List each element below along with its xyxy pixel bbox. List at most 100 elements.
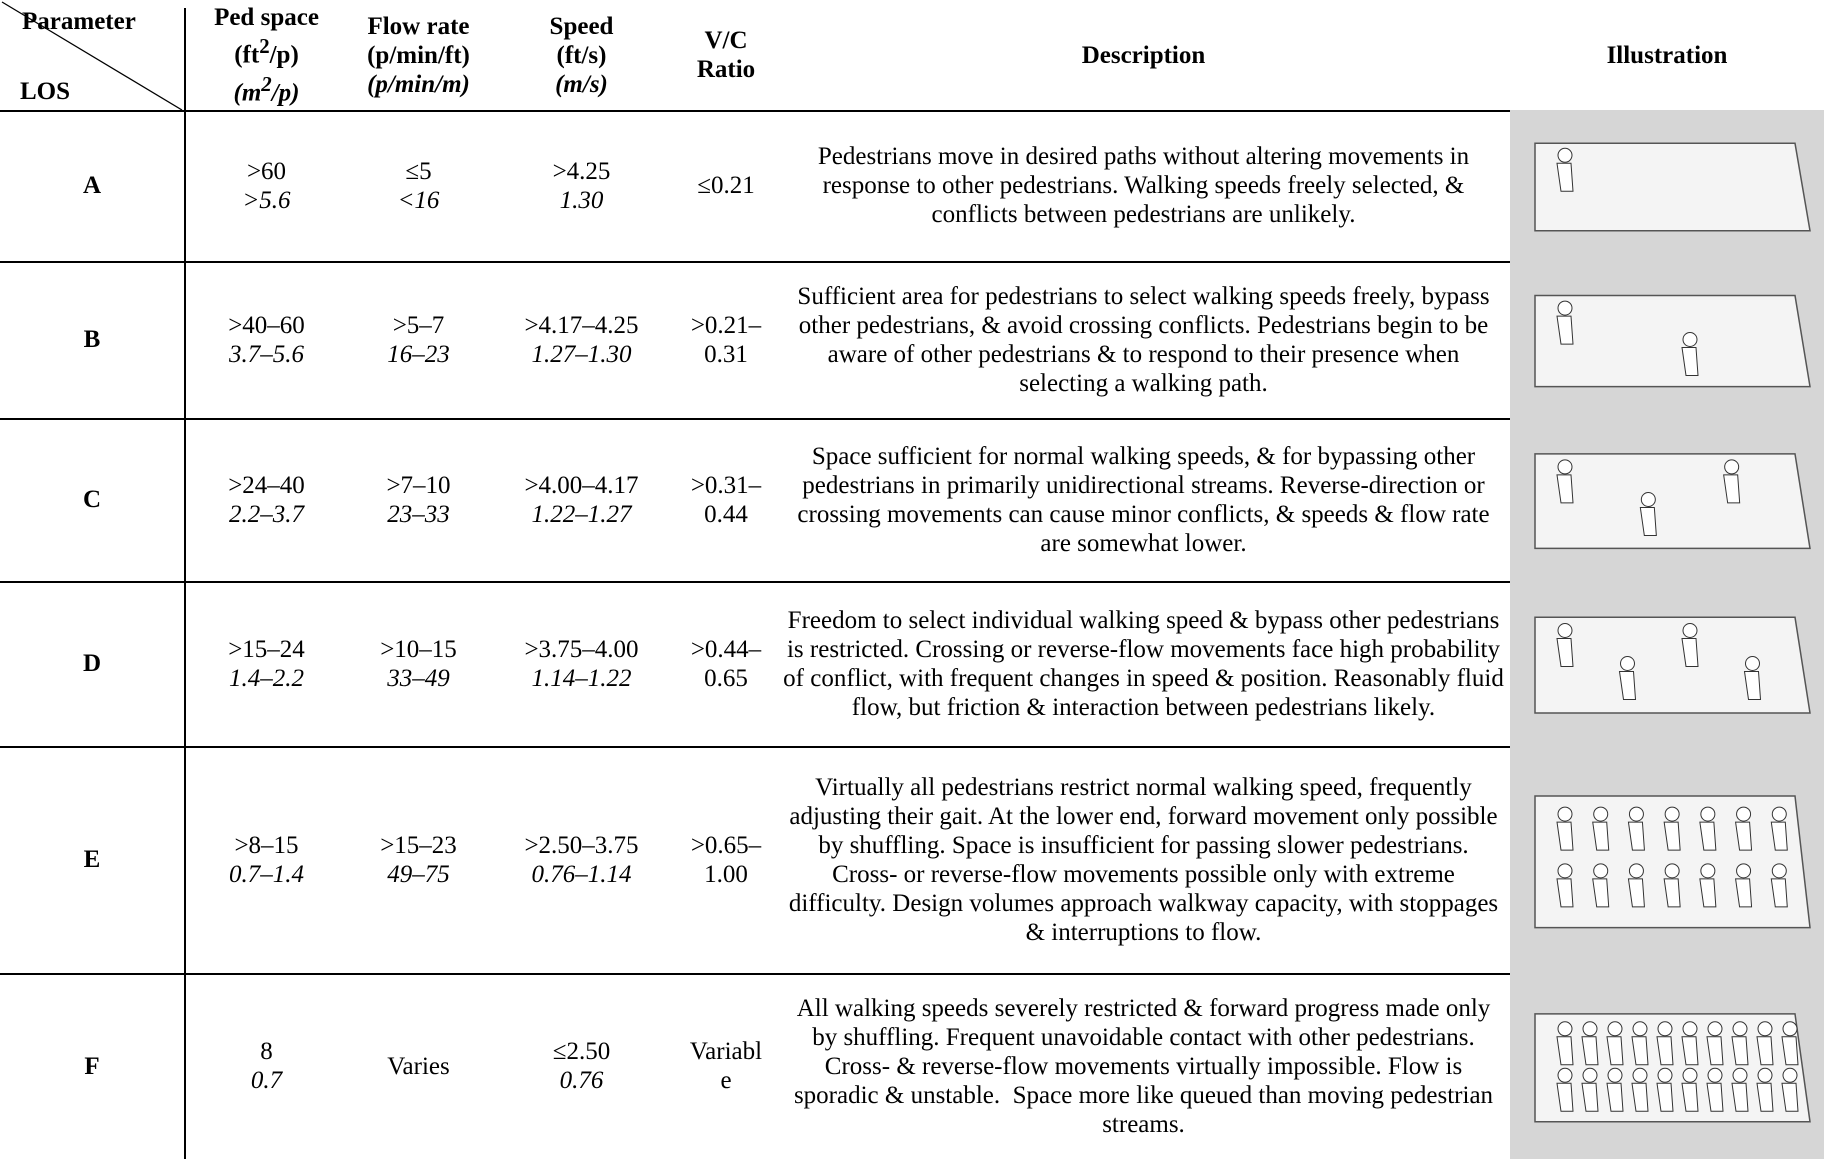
- value-text: 1.30: [559, 186, 604, 214]
- speed: >4.17–4.25 1.27–1.30: [488, 261, 675, 418]
- value-text: ≤5: [405, 157, 432, 185]
- los-grade: E: [0, 746, 184, 973]
- header-text: Ped space: [214, 4, 319, 32]
- header-text: V/C: [704, 27, 748, 54]
- header-sup: 2: [259, 34, 270, 59]
- value-text: >40–60: [228, 311, 305, 339]
- value-text: 33–49: [387, 664, 450, 692]
- header-flow_rate: Flow rate (p/min/ft) (p/min/m): [349, 0, 488, 110]
- row-rule: [0, 261, 1510, 263]
- ped-space: >15–24 1.4–2.2: [184, 581, 349, 746]
- header-text: /p): [271, 78, 300, 106]
- ped-space: >8–15 0.7–1.4: [184, 746, 349, 973]
- value-text: 1.4–2.2: [229, 664, 304, 692]
- header-text: (p/min/m): [367, 70, 470, 98]
- speed: >2.50–3.75 0.76–1.14: [488, 746, 675, 973]
- description: Sufficient area for pedestrians to selec…: [777, 261, 1510, 418]
- ped-space: >24–40 2.2–3.7: [184, 418, 349, 581]
- value-text: >15–23: [380, 831, 457, 859]
- description: Pedestrians move in desired paths withou…: [777, 110, 1510, 261]
- value-text: 0.76–1.14: [531, 860, 632, 888]
- speed: >3.75–4.00 1.14–1.22: [488, 581, 675, 746]
- value-text: >24–40: [228, 471, 305, 499]
- value-text: 1.14–1.22: [531, 664, 632, 692]
- header-text: Description: [1081, 41, 1206, 69]
- description-text: Sufficient area for pedestrians to selec…: [797, 282, 1496, 397]
- value-text: 0.31: [704, 340, 748, 368]
- los-text: D: [82, 650, 102, 677]
- description-text: All walking speeds severely restricted &…: [793, 994, 1500, 1138]
- header-text: (ft/s): [556, 41, 607, 69]
- flow-rate: ≤5 <16: [349, 110, 488, 261]
- header-text: (p/min/ft): [367, 41, 470, 69]
- value-text: <16: [397, 186, 440, 214]
- los-grade: D: [0, 581, 184, 746]
- vc: >0.21– 0.31: [675, 261, 777, 418]
- value-text: >0.44–: [690, 635, 762, 663]
- los-grade: C: [0, 418, 184, 581]
- los-grade: A: [0, 110, 184, 261]
- header-text: Flow rate: [367, 12, 470, 40]
- column-rule: [184, 8, 186, 1159]
- value-text: 1.00: [704, 860, 748, 888]
- value-text: >10–15: [380, 635, 457, 663]
- los-text: E: [83, 846, 101, 873]
- value-text: >15–24: [228, 635, 305, 663]
- value-text: ≤2.50: [552, 1038, 611, 1065]
- vc: >0.44– 0.65: [675, 581, 777, 746]
- illustration: [1510, 110, 1824, 261]
- value-text: 16–23: [387, 340, 450, 368]
- description-text: Pedestrians move in desired paths withou…: [817, 143, 1476, 228]
- description-text: Freedom to select individual walking spe…: [783, 606, 1511, 721]
- line: (m2/p): [234, 70, 300, 107]
- los-text: C: [82, 486, 102, 513]
- value-text: >4.17–4.25: [524, 311, 639, 339]
- value-text: >0.21–: [690, 311, 762, 339]
- value-text: 0.7: [250, 1067, 283, 1094]
- ped-space: >60 >5.6: [184, 110, 349, 261]
- los-text: A: [82, 172, 102, 199]
- value-text: >3.75–4.00: [524, 635, 639, 663]
- header-text: (m/s): [555, 70, 608, 98]
- header-illustration: Illustration: [1510, 0, 1824, 110]
- value-text: Varies: [387, 1052, 450, 1080]
- parameter-label: Parameter: [22, 8, 136, 35]
- header-sup: 2: [261, 71, 272, 96]
- value-text: 0.7–1.4: [229, 860, 304, 888]
- header-description: Description: [777, 0, 1510, 110]
- flow-rate: >5–7 16–23: [349, 261, 488, 418]
- description-text: Virtually all pedestrians restrict norma…: [788, 773, 1505, 946]
- header-text: (m: [233, 78, 262, 106]
- description: Freedom to select individual walking spe…: [777, 581, 1510, 746]
- flow-rate: >10–15 33–49: [349, 581, 488, 746]
- value-text: ≤0.21: [697, 172, 755, 199]
- illustration: [1510, 746, 1824, 973]
- row-rule: [0, 581, 1510, 583]
- value-text: 23–33: [387, 500, 450, 528]
- los-label: LOS: [20, 78, 71, 105]
- description: All walking speeds severely restricted &…: [777, 973, 1510, 1159]
- value-text: >0.31–: [690, 471, 762, 499]
- los-grade: B: [0, 261, 184, 418]
- header-text: (ft: [234, 41, 260, 69]
- value-text: >0.65–: [690, 831, 762, 859]
- header-ped-space: Ped space (ft2/p) (m2/p): [184, 0, 349, 110]
- vc: ≤0.21: [675, 110, 777, 261]
- value-text: 2.2–3.7: [229, 500, 304, 528]
- value-text: >2.50–3.75: [524, 831, 639, 859]
- value-text: Variabl: [689, 1038, 763, 1065]
- flow-rate: >7–10 23–33: [349, 418, 488, 581]
- row-rule: [0, 746, 1510, 748]
- los-grade: F: [0, 973, 184, 1159]
- illustration: [1510, 261, 1824, 418]
- value-text: >7–10: [386, 471, 451, 499]
- value-text: 0.44: [704, 500, 748, 528]
- ped-space: >40–60 3.7–5.6: [184, 261, 349, 418]
- value-text: 1.27–1.30: [531, 340, 632, 368]
- value-text: >60: [246, 157, 287, 185]
- ped-space: 8 0.7: [184, 973, 349, 1159]
- row-rule: [0, 418, 1510, 420]
- speed: ≤2.50 0.76: [488, 973, 675, 1159]
- value-text: >8–15: [234, 831, 299, 859]
